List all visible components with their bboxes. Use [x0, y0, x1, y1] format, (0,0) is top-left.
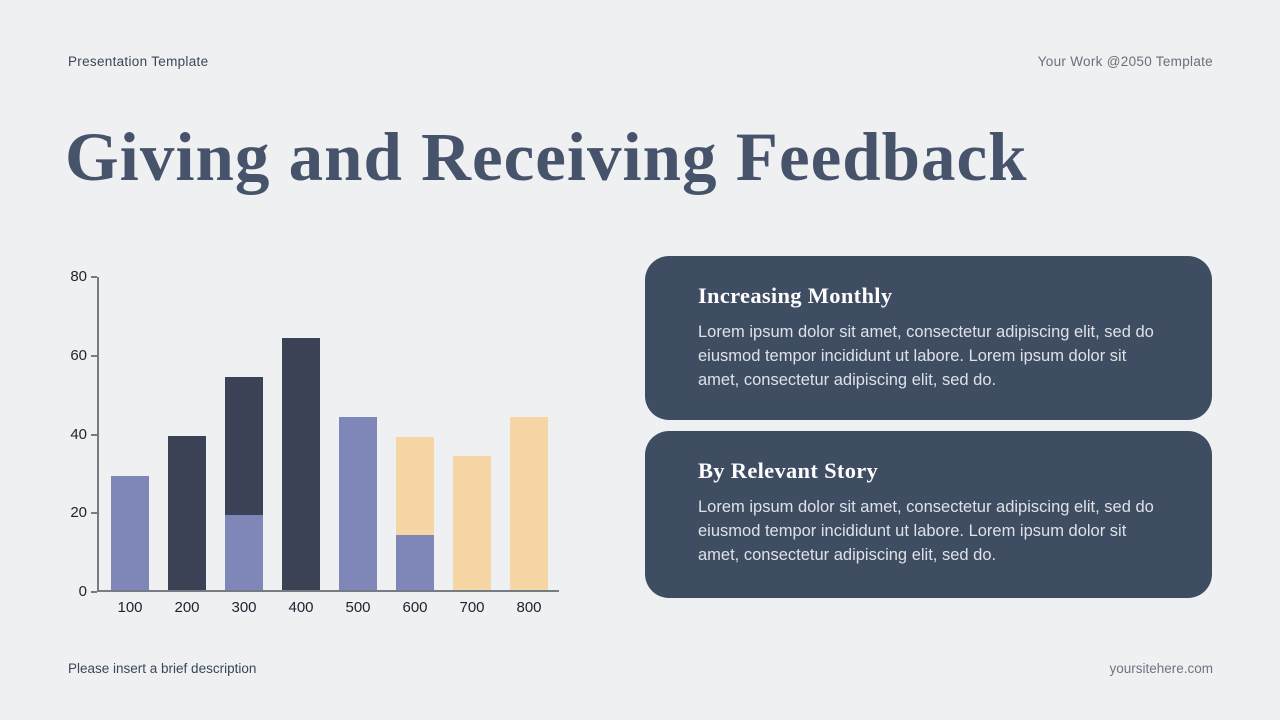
x-tick-label: 600 — [402, 599, 428, 616]
bar-segment-dark — [282, 338, 320, 590]
footer-description-label: Please insert a brief description — [68, 661, 257, 676]
bar-chart: 100 200 300 400 500 600 700 800 0 20 40 60 80 — [70, 268, 559, 616]
x-tick-label: 800 — [516, 599, 542, 616]
bar-500 — [339, 417, 377, 590]
y-tick-mark — [91, 433, 97, 436]
card-body: Lorem ipsum dolor sit amet, consectetur … — [698, 323, 1154, 389]
bar-300 — [225, 377, 263, 590]
bar-segment-purple — [111, 476, 149, 590]
y-tick-label: 20 — [70, 504, 87, 522]
bar-200 — [168, 436, 206, 590]
header-left-label: Presentation Template — [68, 54, 209, 69]
bar-segment-purple — [396, 535, 434, 590]
bar-segment-peach — [396, 437, 434, 535]
bar-segment-peach — [510, 417, 548, 590]
x-tick-label: 200 — [174, 599, 200, 616]
bar-400 — [282, 338, 320, 590]
y-tick-label: 60 — [70, 346, 87, 364]
card-title: Increasing Monthly — [698, 283, 893, 308]
x-tick-label: 100 — [117, 599, 143, 616]
y-tick-mark — [91, 512, 97, 515]
bar-segment-peach — [453, 456, 491, 590]
y-tick-label: 80 — [70, 268, 87, 285]
page-title: Giving and Receiving Feedback — [65, 119, 1028, 195]
bar-segment-dark — [168, 436, 206, 590]
header-right-label: Your Work @2050 Template — [1037, 54, 1213, 69]
bar-segment-purple — [225, 515, 263, 590]
bar-segment-dark — [225, 377, 263, 515]
x-tick-label: 700 — [459, 599, 485, 616]
y-tick-label: 40 — [70, 425, 87, 443]
y-tick-label: 0 — [78, 583, 87, 600]
bar-segment-purple — [339, 417, 377, 590]
card-body: Lorem ipsum dolor sit amet, consectetur … — [698, 498, 1154, 564]
info-card-by-relevant-story: By Relevant Story Lorem ipsum dolor sit … — [645, 431, 1212, 598]
footer-site-label: yoursitehere.com — [1109, 661, 1213, 676]
x-tick-label: 400 — [288, 599, 314, 616]
y-tick-mark — [91, 354, 97, 357]
bar-600 — [396, 437, 434, 590]
bar-800 — [510, 417, 548, 590]
x-tick-label: 500 — [345, 599, 371, 616]
y-tick-mark — [91, 591, 97, 593]
x-tick-label: 300 — [231, 599, 257, 616]
y-tick-mark — [91, 276, 97, 278]
card-title: By Relevant Story — [698, 458, 879, 483]
bar-700 — [453, 456, 491, 590]
bar-100 — [111, 476, 149, 590]
info-card-increasing-monthly: Increasing Monthly Lorem ipsum dolor sit… — [645, 256, 1212, 420]
